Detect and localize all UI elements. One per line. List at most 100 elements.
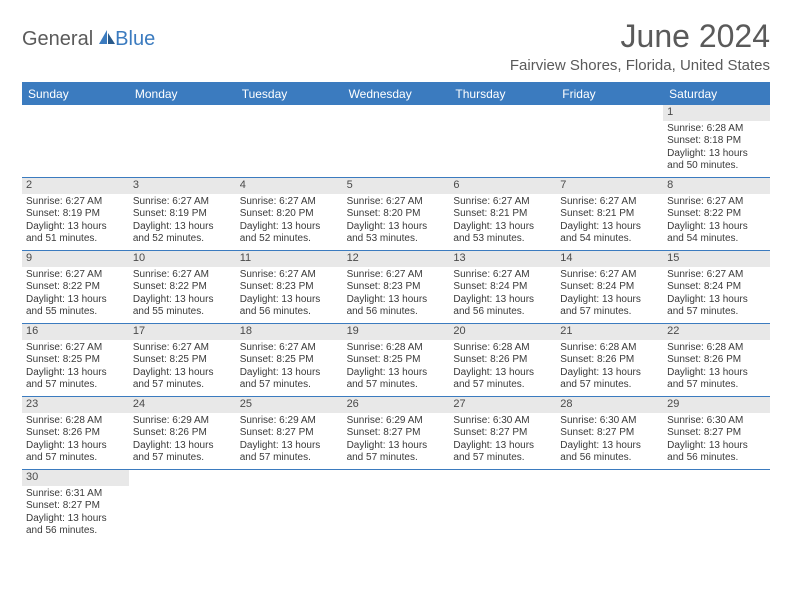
day-cell: 11Sunrise: 6:27 AMSunset: 8:23 PMDayligh… — [236, 251, 343, 323]
day-number: 11 — [236, 251, 343, 267]
day-content: Sunrise: 6:27 AMSunset: 8:22 PMDaylight:… — [22, 267, 129, 321]
day-cell: 6 Sunrise: 6:27 AMSunset: 8:21 PMDaylight… — [449, 178, 556, 250]
sunrise-line: Sunrise: 6:27 AM — [453, 269, 552, 282]
sunrise-line: Sunrise: 6:29 AM — [240, 415, 339, 428]
day-cell: 27Sunrise: 6:30 AMSunset: 8:27 PMDayligh… — [449, 397, 556, 469]
daylight-line: Daylight: 13 hours and 57 minutes. — [133, 440, 232, 465]
day-content: Sunrise: 6:27 AMSunset: 8:22 PMDaylight:… — [129, 267, 236, 321]
day-cell: 30 Sunrise: 6:31 AMSunset: 8:27 PMDayligh… — [22, 470, 129, 542]
day-number: 13 — [449, 251, 556, 267]
daylight-line: Daylight: 13 hours and 53 minutes. — [453, 221, 552, 246]
day-content: Sunrise: 6:27 AMSunset: 8:24 PMDaylight:… — [556, 267, 663, 321]
daylight-line: Daylight: 13 hours and 54 minutes. — [560, 221, 659, 246]
empty-cell — [129, 105, 236, 177]
daylight-line: Daylight: 13 hours and 52 minutes. — [240, 221, 339, 246]
day-content: Sunrise: 6:27 AMSunset: 8:20 PMDaylight:… — [343, 194, 450, 248]
day-number: 12 — [343, 251, 450, 267]
empty-cell — [449, 105, 556, 177]
weekday-header: Monday — [129, 83, 236, 105]
empty-cell — [663, 470, 770, 542]
sunset-line: Sunset: 8:26 PM — [453, 354, 552, 367]
day-number: 6 — [449, 178, 556, 194]
empty-cell — [556, 470, 663, 542]
weekday-header: Sunday — [22, 83, 129, 105]
month-title: June 2024 — [510, 18, 770, 55]
daylight-line: Daylight: 13 hours and 56 minutes. — [560, 440, 659, 465]
day-number: 30 — [22, 470, 129, 486]
daylight-line: Daylight: 13 hours and 57 minutes. — [240, 440, 339, 465]
sunset-line: Sunset: 8:21 PM — [453, 208, 552, 221]
sunrise-line: Sunrise: 6:30 AM — [667, 415, 766, 428]
week-row: 2Sunrise: 6:27 AMSunset: 8:19 PMDaylight… — [22, 178, 770, 251]
sunset-line: Sunset: 8:22 PM — [667, 208, 766, 221]
sunrise-line: Sunrise: 6:30 AM — [560, 415, 659, 428]
day-cell: 15Sunrise: 6:27 AMSunset: 8:24 PMDayligh… — [663, 251, 770, 323]
sunset-line: Sunset: 8:19 PM — [133, 208, 232, 221]
day-content: Sunrise: 6:27 AMSunset: 8:23 PMDaylight:… — [343, 267, 450, 321]
day-content: Sunrise: 6:28 AMSunset: 8:26 PMDaylight:… — [449, 340, 556, 394]
sunrise-line: Sunrise: 6:28 AM — [26, 415, 125, 428]
sunrise-line: Sunrise: 6:27 AM — [133, 342, 232, 355]
day-cell: 9Sunrise: 6:27 AMSunset: 8:22 PMDaylight… — [22, 251, 129, 323]
sunrise-line: Sunrise: 6:27 AM — [133, 269, 232, 282]
day-number: 5 — [343, 178, 450, 194]
location-text: Fairview Shores, Florida, United States — [510, 57, 770, 74]
daylight-line: Daylight: 13 hours and 51 minutes. — [26, 221, 125, 246]
day-number: 7 — [556, 178, 663, 194]
empty-cell — [129, 470, 236, 542]
day-content: Sunrise: 6:27 AMSunset: 8:19 PMDaylight:… — [129, 194, 236, 248]
header: General Blue June 2024 Fairview Shores, … — [22, 18, 770, 74]
sunset-line: Sunset: 8:18 PM — [667, 135, 766, 148]
day-content: Sunrise: 6:27 AMSunset: 8:23 PMDaylight:… — [236, 267, 343, 321]
day-cell: 5Sunrise: 6:27 AMSunset: 8:20 PMDaylight… — [343, 178, 450, 250]
sunrise-line: Sunrise: 6:31 AM — [26, 488, 125, 501]
day-number: 14 — [556, 251, 663, 267]
sunrise-line: Sunrise: 6:27 AM — [667, 196, 766, 209]
day-cell: 17Sunrise: 6:27 AMSunset: 8:25 PMDayligh… — [129, 324, 236, 396]
day-number: 8 — [663, 178, 770, 194]
weekday-header: Thursday — [449, 83, 556, 105]
empty-cell — [343, 105, 450, 177]
sunset-line: Sunset: 8:25 PM — [133, 354, 232, 367]
sunrise-line: Sunrise: 6:28 AM — [667, 123, 766, 136]
day-cell: 12Sunrise: 6:27 AMSunset: 8:23 PMDayligh… — [343, 251, 450, 323]
daylight-line: Daylight: 13 hours and 57 minutes. — [560, 367, 659, 392]
daylight-line: Daylight: 13 hours and 55 minutes. — [26, 294, 125, 319]
title-block: June 2024 Fairview Shores, Florida, Unit… — [510, 18, 770, 74]
daylight-line: Daylight: 13 hours and 57 minutes. — [667, 294, 766, 319]
empty-cell — [236, 105, 343, 177]
sunset-line: Sunset: 8:26 PM — [560, 354, 659, 367]
empty-cell — [556, 105, 663, 177]
sunset-line: Sunset: 8:27 PM — [453, 427, 552, 440]
sunrise-line: Sunrise: 6:27 AM — [560, 196, 659, 209]
sunrise-line: Sunrise: 6:27 AM — [453, 196, 552, 209]
day-content: Sunrise: 6:27 AMSunset: 8:25 PMDaylight:… — [129, 340, 236, 394]
day-cell: 7Sunrise: 6:27 AMSunset: 8:21 PMDaylight… — [556, 178, 663, 250]
day-content: Sunrise: 6:29 AMSunset: 8:26 PMDaylight:… — [129, 413, 236, 467]
day-cell: 20Sunrise: 6:28 AMSunset: 8:26 PMDayligh… — [449, 324, 556, 396]
sunset-line: Sunset: 8:27 PM — [26, 500, 125, 513]
day-cell: 18Sunrise: 6:27 AMSunset: 8:25 PMDayligh… — [236, 324, 343, 396]
day-number: 9 — [22, 251, 129, 267]
day-number: 15 — [663, 251, 770, 267]
sunset-line: Sunset: 8:26 PM — [667, 354, 766, 367]
weekday-header-row: SundayMondayTuesdayWednesdayThursdayFrid… — [22, 83, 770, 105]
day-cell: 23Sunrise: 6:28 AMSunset: 8:26 PMDayligh… — [22, 397, 129, 469]
daylight-line: Daylight: 13 hours and 55 minutes. — [133, 294, 232, 319]
daylight-line: Daylight: 13 hours and 56 minutes. — [26, 513, 125, 538]
sunrise-line: Sunrise: 6:28 AM — [667, 342, 766, 355]
sunrise-line: Sunrise: 6:28 AM — [453, 342, 552, 355]
sunset-line: Sunset: 8:26 PM — [26, 427, 125, 440]
day-number: 18 — [236, 324, 343, 340]
day-content: Sunrise: 6:30 AMSunset: 8:27 PMDaylight:… — [556, 413, 663, 467]
day-content: Sunrise: 6:29 AMSunset: 8:27 PMDaylight:… — [236, 413, 343, 467]
daylight-line: Daylight: 13 hours and 57 minutes. — [26, 440, 125, 465]
day-number: 24 — [129, 397, 236, 413]
sunset-line: Sunset: 8:22 PM — [26, 281, 125, 294]
sunrise-line: Sunrise: 6:27 AM — [347, 196, 446, 209]
sunset-line: Sunset: 8:27 PM — [347, 427, 446, 440]
day-cell: 28Sunrise: 6:30 AMSunset: 8:27 PMDayligh… — [556, 397, 663, 469]
day-number: 22 — [663, 324, 770, 340]
day-number: 1 — [663, 105, 770, 121]
daylight-line: Daylight: 13 hours and 56 minutes. — [453, 294, 552, 319]
